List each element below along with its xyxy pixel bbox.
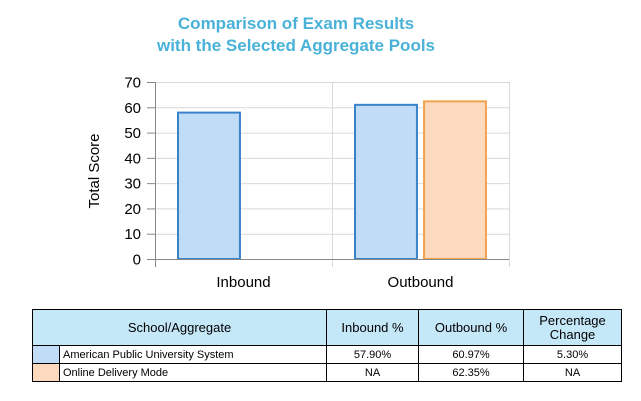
y-tick-label: 30 xyxy=(124,176,141,193)
axes xyxy=(147,82,509,267)
header-percentage-change: Percentage Change xyxy=(523,309,623,346)
bar xyxy=(423,100,487,261)
y-tick-label: 10 xyxy=(124,226,141,243)
legend-swatch-cell xyxy=(32,345,60,364)
chart-title-line-1: Comparison of Exam Results xyxy=(178,14,414,33)
x-category-label: Inbound xyxy=(216,274,270,291)
y-tick-label: 60 xyxy=(124,100,141,117)
y-tick-label: 0 xyxy=(133,252,141,269)
table-row: Online Delivery Mode NA 62.35% NA xyxy=(32,363,623,382)
data-table: School/Aggregate Inbound % Outbound % Pe… xyxy=(31,309,623,382)
header-outbound: Outbound % xyxy=(418,309,525,346)
header-school-aggregate: School/Aggregate xyxy=(31,309,328,346)
change-value: 5.30% xyxy=(523,345,623,364)
table-header-row: School/Aggregate Inbound % Outbound % Pe… xyxy=(31,309,623,346)
inbound-value: 57.90% xyxy=(326,345,420,364)
x-category-label: Outbound xyxy=(388,274,454,291)
bar-chart: Comparison of Exam Results with the Sele… xyxy=(86,14,510,292)
legend-swatch-cell xyxy=(32,363,60,382)
change-value: NA xyxy=(523,363,623,382)
header-inbound: Inbound % xyxy=(326,309,420,346)
chart-title-line-2: with the Selected Aggregate Pools xyxy=(156,36,435,55)
school-name: American Public University System xyxy=(58,345,328,364)
tick-labels: 0 10 20 30 40 50 60 70 Inbound Outbound xyxy=(124,75,453,292)
y-axis-title: Total Score xyxy=(86,133,103,208)
y-tick-label: 20 xyxy=(124,201,141,218)
school-name: Online Delivery Mode xyxy=(58,363,328,382)
outbound-value: 62.35% xyxy=(418,363,525,382)
y-tick-label: 50 xyxy=(124,125,141,142)
legend-swatch xyxy=(33,346,59,363)
bar xyxy=(177,111,241,260)
y-tick-label: 70 xyxy=(124,75,141,92)
outbound-value: 60.97% xyxy=(418,345,525,364)
bars xyxy=(177,100,487,261)
bar xyxy=(354,103,418,261)
legend-swatch xyxy=(33,364,59,381)
table-row: American Public University System 57.90%… xyxy=(32,345,623,364)
inbound-value: NA xyxy=(326,363,420,382)
y-tick-label: 40 xyxy=(124,150,141,167)
